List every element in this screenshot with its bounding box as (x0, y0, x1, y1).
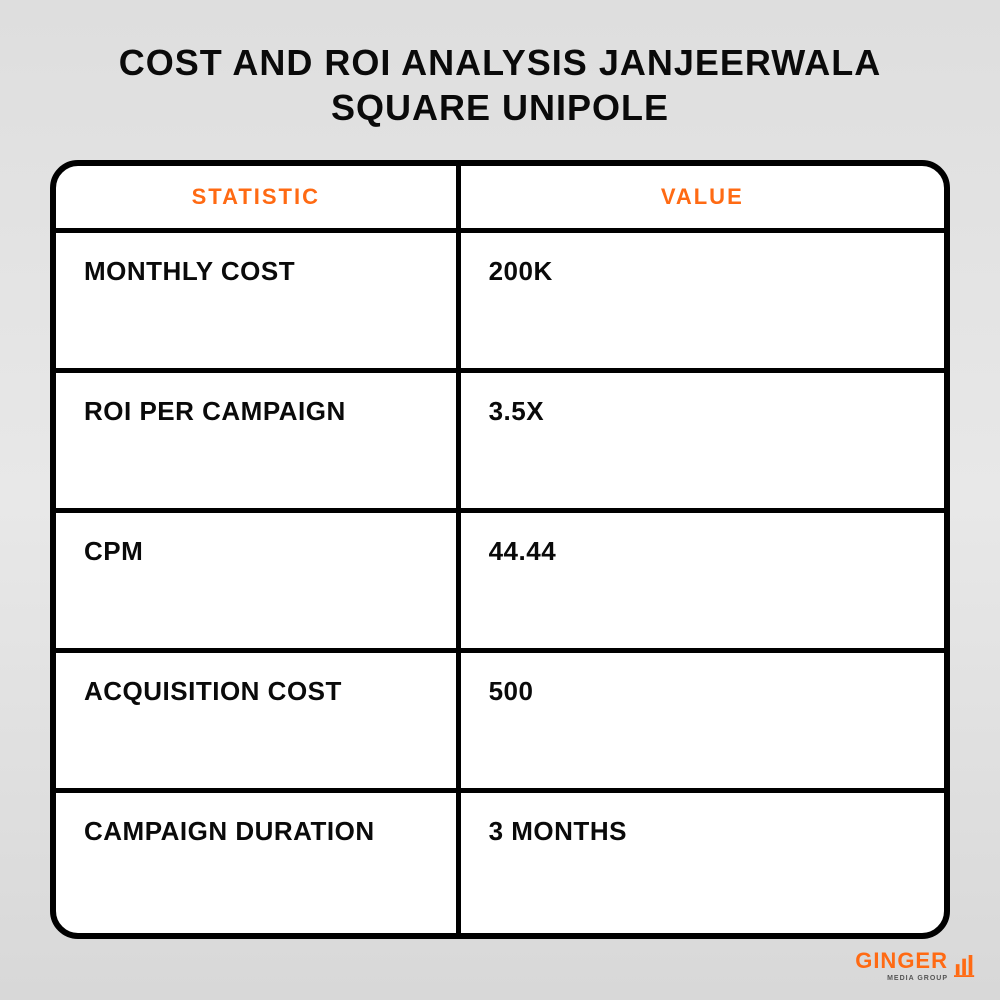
table-row: ROI PER CAMPAIGN 3.5X (56, 373, 944, 513)
cell-statistic: ROI PER CAMPAIGN (56, 373, 456, 508)
table-row: CAMPAIGN DURATION 3 MONTHS (56, 793, 944, 933)
cell-value: 44.44 (456, 513, 944, 648)
analysis-table: STATISTIC VALUE MONTHLY COST 200K ROI PE… (50, 160, 950, 939)
cell-statistic: CPM (56, 513, 456, 648)
logo-subtext: MEDIA GROUP (855, 975, 948, 982)
cell-value: 200K (456, 233, 944, 368)
bars-icon (954, 955, 976, 977)
table-row: CPM 44.44 (56, 513, 944, 653)
cell-value: 500 (456, 653, 944, 788)
cell-statistic: MONTHLY COST (56, 233, 456, 368)
page-title: COST AND ROI ANALYSIS JANJEERWALA SQUARE… (0, 0, 1000, 160)
cell-statistic: CAMPAIGN DURATION (56, 793, 456, 933)
cell-statistic: ACQUISITION COST (56, 653, 456, 788)
brand-logo: GINGER MEDIA GROUP (855, 950, 976, 982)
logo-text: GINGER (855, 948, 948, 973)
table-row: ACQUISITION COST 500 (56, 653, 944, 793)
cell-value: 3 MONTHS (456, 793, 944, 933)
header-value: VALUE (456, 166, 944, 228)
cell-value: 3.5X (456, 373, 944, 508)
header-statistic: STATISTIC (56, 166, 456, 228)
table-row: MONTHLY COST 200K (56, 233, 944, 373)
table-header-row: STATISTIC VALUE (56, 166, 944, 233)
